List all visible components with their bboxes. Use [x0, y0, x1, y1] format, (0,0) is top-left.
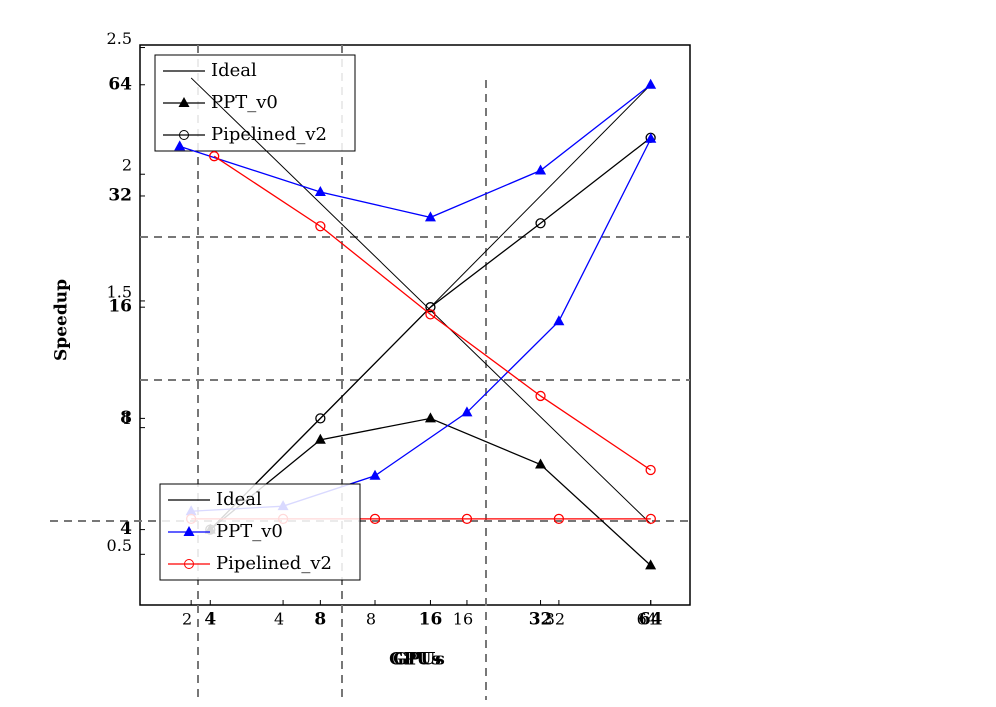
triangle-marker [645, 559, 657, 570]
series-line [190, 77, 652, 525]
legend-label: Pipelined_v2 [211, 124, 327, 145]
circle-marker [535, 218, 546, 229]
x-tick-label: 16 [453, 610, 473, 629]
y-tick-label: 1.5 [107, 282, 132, 301]
x-tick-label: 16 [419, 610, 443, 630]
y-tick-label: 1 [122, 409, 132, 428]
y-tick-label: 2.5 [107, 29, 132, 48]
circle-marker [315, 221, 326, 232]
x-tick-label: 64 [639, 610, 663, 630]
circle-marker [425, 309, 436, 320]
circle-marker [369, 513, 381, 524]
circle-marker [425, 302, 436, 313]
y-tick-label: 2 [122, 156, 132, 175]
y-tick-label: 8 [120, 408, 132, 428]
circle-marker [553, 513, 565, 524]
y-tick-label: 0.5 [107, 536, 132, 555]
triangle-marker [645, 78, 657, 89]
circle-marker [209, 151, 220, 162]
legend-marker [183, 526, 195, 536]
triangle-marker [461, 406, 473, 417]
triangle-marker [553, 315, 565, 326]
triangle-marker [535, 164, 547, 175]
x-tick-label: 4 [204, 610, 216, 630]
x-tick-label: 32 [529, 610, 553, 630]
x-tick-label: 8 [366, 610, 376, 629]
grid [50, 45, 690, 700]
x-tick-label: 2 [182, 610, 192, 629]
y-tick-label: 64 [108, 74, 132, 94]
legend-marker [179, 130, 189, 140]
series-line [209, 137, 652, 531]
circle-marker [535, 390, 546, 402]
triangle-marker [369, 469, 381, 480]
x-tick-label: 4 [274, 610, 284, 629]
circle-marker [645, 464, 656, 476]
x-tick-label: 64 [637, 610, 657, 629]
series-line [213, 155, 651, 471]
circle-marker [461, 513, 473, 524]
x-tick-label: 32 [545, 610, 565, 629]
x-axis-label: GPUs [393, 650, 445, 670]
legend-label: PPT_v0 [216, 521, 283, 542]
triangle-marker [314, 433, 326, 444]
x-axis-label: GPUs [389, 650, 441, 670]
plot-frame [139, 44, 691, 606]
legend-label: PPT_v0 [211, 92, 278, 113]
legend-label: Pipelined_v2 [216, 553, 332, 574]
y-tick-label: 32 [108, 185, 132, 205]
triangle-marker [314, 186, 326, 197]
triangle-marker [174, 140, 186, 151]
y-tick-label: 16 [108, 297, 132, 317]
y-tick-label: 4 [120, 519, 132, 539]
x-tick-label: 8 [314, 610, 326, 630]
triangle-marker [424, 211, 436, 222]
triangle-marker [424, 412, 436, 423]
series-line [191, 138, 652, 512]
circle-marker [315, 413, 326, 424]
legend-label: Ideal [211, 60, 257, 81]
triangle-marker [645, 132, 657, 143]
legend-label: Ideal [216, 489, 262, 510]
y-axis-label: Speedup [52, 279, 72, 361]
triangle-marker [535, 458, 547, 469]
legend-marker [178, 97, 190, 107]
circle-marker [645, 513, 656, 524]
legend-marker [184, 559, 194, 569]
